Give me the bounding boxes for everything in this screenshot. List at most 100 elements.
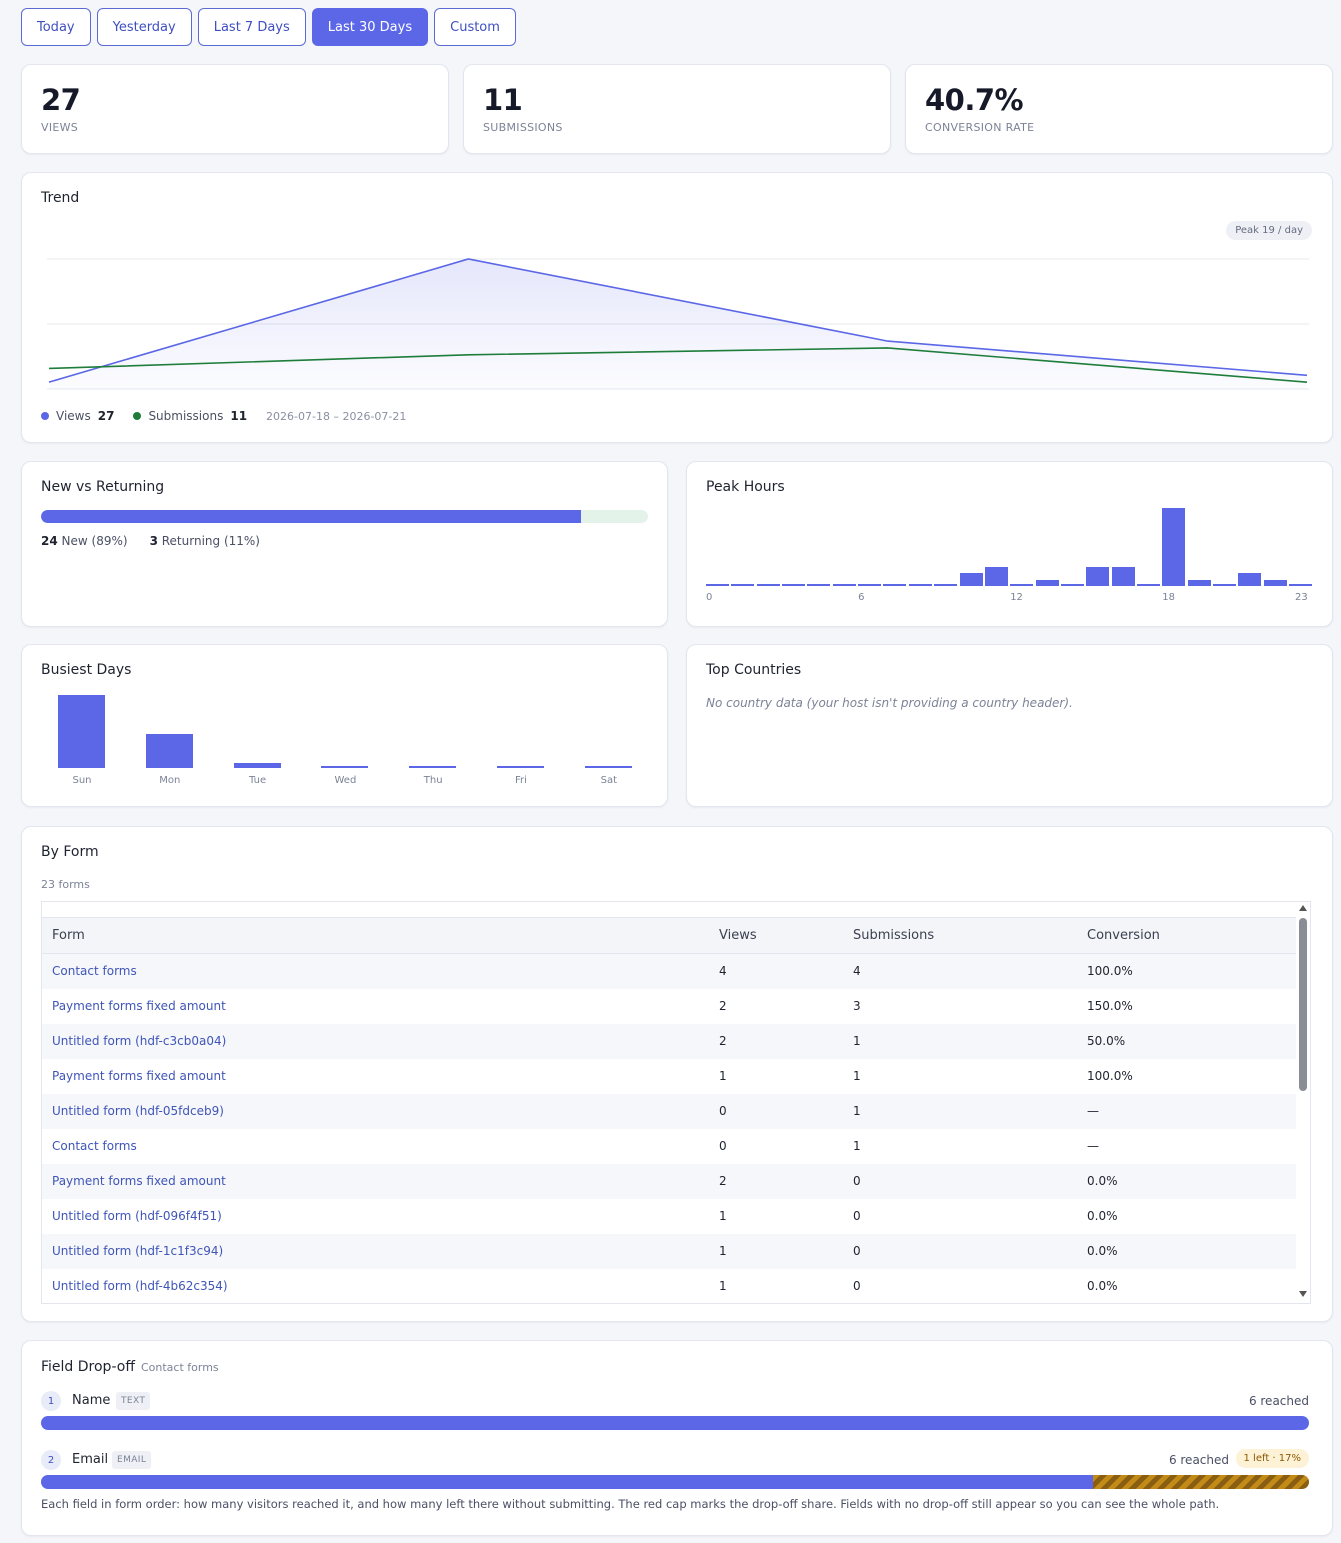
top-countries-title: Top Countries bbox=[706, 662, 802, 678]
hour-bar-4[interactable] bbox=[807, 584, 831, 586]
hour-bar-14[interactable] bbox=[1060, 584, 1084, 586]
field-reach-fill bbox=[41, 1475, 1094, 1489]
column-header-submissions[interactable]: Submissions bbox=[843, 917, 1077, 954]
hour-bar-3[interactable] bbox=[782, 584, 806, 586]
trend-chart bbox=[47, 258, 1309, 390]
conversion-cell: 100.0% bbox=[1087, 1069, 1133, 1083]
table-header-row: Form Views Submissions Conversion bbox=[42, 917, 1297, 954]
hour-bar-6[interactable] bbox=[858, 584, 882, 586]
kpi-label: VIEWS bbox=[41, 121, 79, 134]
hour-bar-19[interactable] bbox=[1187, 579, 1211, 586]
peak-badge: Peak 19 / day bbox=[1226, 221, 1312, 240]
hour-bar-12[interactable] bbox=[1010, 584, 1034, 586]
hour-bar-9[interactable] bbox=[934, 584, 958, 586]
form-link[interactable]: Contact forms bbox=[42, 953, 709, 989]
scroll-down-arrow-icon[interactable] bbox=[1299, 1291, 1307, 1297]
by-form-card: By Form 23 forms Form Views Submissions … bbox=[21, 826, 1333, 1322]
new-vs-returning-card: New vs Returning 24 New (89%) 3 Returnin… bbox=[21, 461, 668, 627]
range-last-7-days-button[interactable]: Last 7 Days bbox=[197, 8, 306, 46]
field-reached-count: 6 reached bbox=[1168, 1453, 1229, 1467]
hour-bar-5[interactable] bbox=[832, 584, 856, 586]
submissions-line bbox=[48, 347, 1308, 383]
hour-bar-21[interactable] bbox=[1238, 573, 1262, 586]
peak-hours-chart bbox=[706, 506, 1313, 586]
busiest-days-card: Busiest Days Sun Mon Tue Wed Thu Fri Sat bbox=[21, 644, 668, 807]
range-custom-button[interactable]: Custom bbox=[434, 8, 516, 46]
hour-bar-20[interactable] bbox=[1213, 584, 1236, 586]
hour-axis-label: 6 bbox=[858, 592, 865, 603]
column-header-conversion[interactable]: Conversion bbox=[1077, 917, 1297, 954]
form-link[interactable]: Untitled form (hdf-05fdceb9) bbox=[42, 1093, 709, 1129]
hour-bar-15[interactable] bbox=[1086, 566, 1110, 586]
hour-bar-17[interactable] bbox=[1136, 584, 1160, 586]
field-progress-bar bbox=[41, 1416, 1309, 1430]
form-link[interactable]: Payment forms fixed amount bbox=[52, 1069, 226, 1083]
by-form-table: Form Views Submissions Conversion Contac… bbox=[42, 917, 1297, 1303]
hour-bar-18[interactable] bbox=[1162, 508, 1186, 586]
range-last-30-days-button[interactable]: Last 30 Days bbox=[311, 8, 429, 46]
by-form-table-container[interactable]: Form Views Submissions Conversion Contac… bbox=[41, 901, 1311, 1304]
day-label: Fri bbox=[515, 775, 527, 786]
hour-bar-10[interactable] bbox=[959, 573, 983, 586]
conversion-cell: 0.0% bbox=[1087, 1209, 1118, 1223]
new-count: 24 bbox=[41, 534, 58, 548]
day-bar-thu[interactable] bbox=[409, 766, 457, 768]
step-number: 2 bbox=[41, 1450, 61, 1470]
day-label: Mon bbox=[159, 775, 181, 786]
day-bar-sun[interactable] bbox=[58, 695, 105, 768]
hour-bar-1[interactable] bbox=[731, 584, 755, 586]
hour-bar-23[interactable] bbox=[1289, 584, 1313, 586]
hour-bar-13[interactable] bbox=[1035, 579, 1059, 586]
hour-bar-2[interactable] bbox=[756, 584, 780, 586]
day-label: Sat bbox=[600, 775, 617, 786]
kpi-card-submissions: 11 SUBMISSIONS bbox=[463, 64, 891, 154]
conversion-cell: 150.0% bbox=[1087, 999, 1133, 1013]
hour-axis-label: 0 bbox=[706, 592, 713, 603]
returning-count: 3 bbox=[149, 534, 158, 548]
conversion-cell: 0.0% bbox=[1077, 1233, 1297, 1269]
form-link[interactable]: Untitled form (hdf-1c1f3c94) bbox=[42, 1233, 709, 1269]
day-bar-mon[interactable] bbox=[145, 733, 193, 768]
day-bar-fri[interactable] bbox=[497, 766, 544, 768]
day-bar-tue[interactable] bbox=[233, 763, 281, 768]
day-label: Sun bbox=[72, 775, 92, 786]
field-dropoff-form-name: Contact forms bbox=[140, 1361, 219, 1374]
by-form-title: By Form bbox=[41, 844, 99, 860]
hour-bar-16[interactable] bbox=[1111, 566, 1135, 586]
range-today-button[interactable]: Today bbox=[21, 8, 91, 46]
new-label: New (89%) bbox=[61, 534, 128, 548]
scrollbar-thumb[interactable] bbox=[1299, 918, 1307, 1091]
table-scrollbar[interactable] bbox=[1296, 902, 1310, 1303]
day-bar-sat[interactable] bbox=[584, 766, 632, 768]
column-header-form[interactable]: Form bbox=[42, 917, 709, 954]
form-link[interactable]: Contact forms bbox=[52, 1139, 137, 1153]
views-cell: 1 bbox=[719, 1209, 727, 1223]
kpi-card-views: 27 VIEWS bbox=[21, 64, 449, 154]
form-link[interactable]: Untitled form (hdf-096f4f51) bbox=[52, 1209, 222, 1223]
column-header-views[interactable]: Views bbox=[709, 917, 843, 954]
hour-bar-0[interactable] bbox=[706, 584, 729, 586]
table-row: Contact forms 0 1 — bbox=[42, 1129, 1297, 1164]
form-link[interactable]: Untitled form (hdf-4b62c354) bbox=[52, 1279, 228, 1293]
new-visitors-fill bbox=[41, 510, 582, 523]
scroll-up-arrow-icon[interactable] bbox=[1299, 905, 1307, 911]
hour-bar-22[interactable] bbox=[1263, 579, 1287, 586]
form-link[interactable]: Payment forms fixed amount bbox=[42, 1163, 709, 1199]
hour-bar-11[interactable] bbox=[984, 566, 1008, 586]
form-link[interactable]: Untitled form (hdf-c3cb0a04) bbox=[42, 1023, 709, 1059]
form-link[interactable]: Payment forms fixed amount bbox=[52, 999, 226, 1013]
day-bar-wed[interactable] bbox=[321, 766, 369, 768]
trend-date-range: 2026-07-18 – 2026-07-21 bbox=[266, 409, 407, 423]
kpi-value: 40.7% bbox=[925, 83, 1024, 117]
hour-bar-8[interactable] bbox=[908, 584, 932, 586]
new-vs-returning-legend: 24 New (89%) 3 Returning (11%) bbox=[41, 534, 260, 548]
views-cell: 0 bbox=[709, 1093, 843, 1129]
conversion-cell: 100.0% bbox=[1077, 953, 1297, 989]
date-range-selector: Today Yesterday Last 7 Days Last 30 Days… bbox=[21, 8, 516, 46]
kpi-card-conversion-rate: 40.7% CONVERSION RATE bbox=[905, 64, 1333, 154]
range-yesterday-button[interactable]: Yesterday bbox=[96, 8, 192, 46]
kpi-value: 11 bbox=[483, 83, 523, 117]
field-dropoff-heading: Field Drop-off Contact forms bbox=[41, 1359, 219, 1375]
hour-bar-7[interactable] bbox=[883, 584, 907, 586]
submissions-cell: 4 bbox=[843, 953, 1077, 989]
